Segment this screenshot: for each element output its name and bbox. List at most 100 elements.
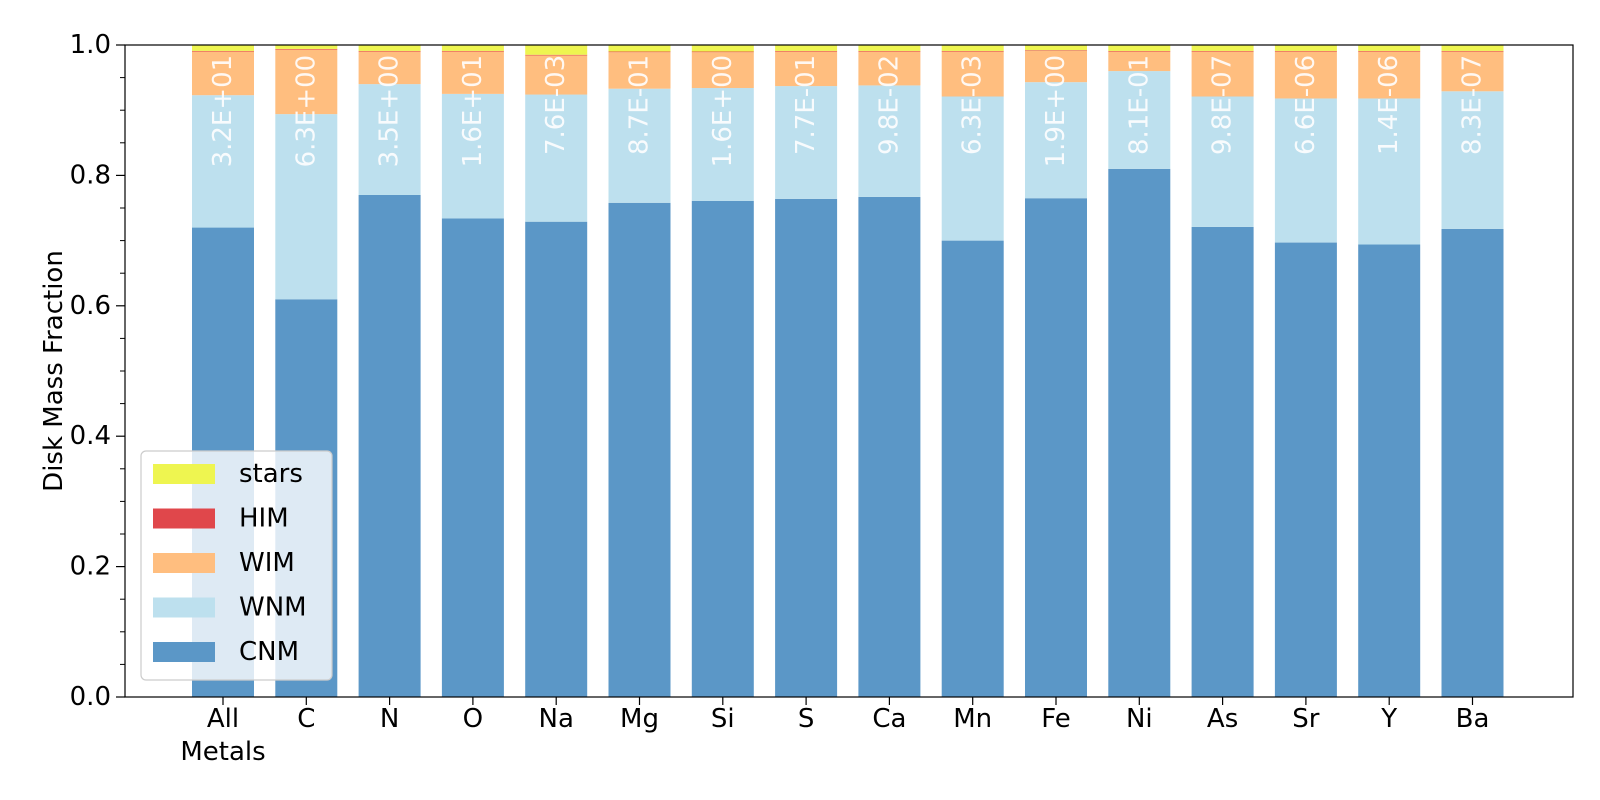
bar-wim-1 [275,49,338,115]
legend-swatch-him [153,508,215,529]
bar-wnm-4 [525,94,588,222]
bar-stars-5 [608,45,671,52]
bar-him-9 [941,50,1004,52]
x-tick-label-10: Fe [1041,704,1071,734]
bar-stars-13 [1274,45,1337,51]
legend-swatch-stars [153,464,215,484]
x-tick-label-1: C [297,704,315,734]
bar-wnm-8 [858,85,921,197]
bar-wim-8 [858,51,921,86]
bar-wnm-12 [1191,96,1254,227]
bar-value-label-7: 7.7E-01 [791,55,821,155]
bar-him-0 [192,50,254,52]
bar-stars-15 [1441,45,1504,51]
bar-wim-14 [1358,51,1421,99]
y-tick-label-3: 0.6 [70,291,111,321]
bar-cnm-11 [1108,168,1171,697]
bar-value-label-2: 3.5E+00 [375,55,405,168]
bar-wnm-2 [358,84,421,195]
legend-label-him: HIM [239,504,289,534]
bar-wnm-9 [941,96,1004,241]
bar-wnm-14 [1358,98,1421,245]
bar-value-label-13: 6.6E-06 [1291,55,1321,155]
bar-him-4 [525,54,588,56]
bar-value-label-0: 3.2E+01 [208,55,238,168]
bar-wnm-11 [1108,71,1171,169]
bar-wnm-0 [192,95,254,228]
bar-him-10 [1025,50,1087,51]
y-tick-label-4: 0.8 [70,160,111,190]
bar-wim-4 [525,55,588,95]
bar-wnm-1 [275,114,338,300]
bar-value-label-3: 1.6E+01 [458,55,488,168]
bar-him-11 [1108,50,1171,52]
bar-cnm-3 [441,218,504,697]
legend-swatch-cnm [153,642,215,662]
bar-cnm-5 [608,202,671,697]
x-tick-label-11: Ni [1126,704,1153,734]
bar-cnm-13 [1274,242,1337,697]
legend-label-stars: stars [239,459,303,489]
bar-him-7 [775,50,838,52]
bar-wnm-6 [691,88,754,201]
bar-cnm-9 [941,240,1004,697]
x-tick-label-2: N [380,704,399,734]
bar-value-label-6: 1.6E+00 [708,55,738,168]
y-tick-label-5: 1.0 [70,30,111,60]
bar-cnm-12 [1191,226,1254,697]
x-tick-label-13: Sr [1292,704,1320,734]
bar-wim-10 [1025,50,1087,83]
bar-him-1 [275,48,338,50]
bar-stars-12 [1191,45,1254,51]
bar-wim-0 [192,51,254,96]
bar-wnm-10 [1025,82,1087,199]
bar-value-label-14: 1.4E-06 [1374,55,1404,155]
bar-wim-2 [358,51,421,85]
bar-stars-4 [525,45,588,55]
bar-value-label-1: 6.3E+00 [291,55,321,168]
bar-cnm-6 [691,200,754,697]
bar-him-5 [608,51,671,53]
legend-box [140,450,333,681]
bar-cnm-14 [1358,244,1421,697]
bar-stars-6 [691,45,754,52]
bar-cnm-10 [1025,198,1087,697]
bar-stars-8 [858,45,921,51]
x-tick-label-5: Mg [620,704,659,734]
x-tick-label-4: Na [539,704,574,734]
legend: stars HIM WIM WNM CNM [140,450,333,681]
bar-wnm-13 [1274,98,1337,243]
bar-wnm-7 [775,86,838,199]
x-tick-label-3: O [463,704,483,734]
x-tick-label-7: S [798,704,815,734]
y-axis: 0.0 0.2 0.4 0.6 0.8 1.0 [70,30,125,712]
bar-value-label-12: 9.8E-07 [1208,55,1238,155]
bar-stars-10 [1025,45,1087,51]
bar-stars-2 [358,45,421,51]
bar-value-label-15: 8.3E-07 [1458,55,1488,155]
bar-him-14 [1358,50,1421,52]
bar-wim-15 [1441,51,1504,92]
plot-frame [124,44,1574,698]
legend-swatch-wnm [153,597,215,618]
bar-cnm-2 [358,194,421,697]
bar-wim-11 [1108,51,1171,72]
y-tick-label-1: 0.2 [70,552,111,582]
bar-him-15 [1441,50,1504,52]
legend-swatch-wim [153,553,215,573]
y-axis-label: Disk Mass Fraction [39,250,69,492]
bar-wim-6 [691,52,754,89]
bar-him-6 [691,51,754,53]
bar-stars-0 [192,45,254,51]
x-axis: All Metals C N O Na Mg Si S Ca Mn Fe Ni As Sr Y Ba [180,697,1489,767]
bar-wim-3 [441,51,504,94]
bar-wim-5 [608,52,671,89]
legend-label-wnm: WNM [239,593,307,623]
bar-stars-11 [1108,45,1171,51]
bar-stars-3 [441,45,504,51]
y-tick-label-0: 0.0 [70,682,111,712]
bar-value-label-11: 8.1E-01 [1124,55,1154,155]
bar-labels-layer: 3.2E+01 6.3E+00 3.5E+00 1.6E+01 7.6E-03 8.7E-… [208,55,1488,168]
bar-wim-9 [941,51,1004,97]
y-tick-label-2: 0.4 [70,421,111,451]
